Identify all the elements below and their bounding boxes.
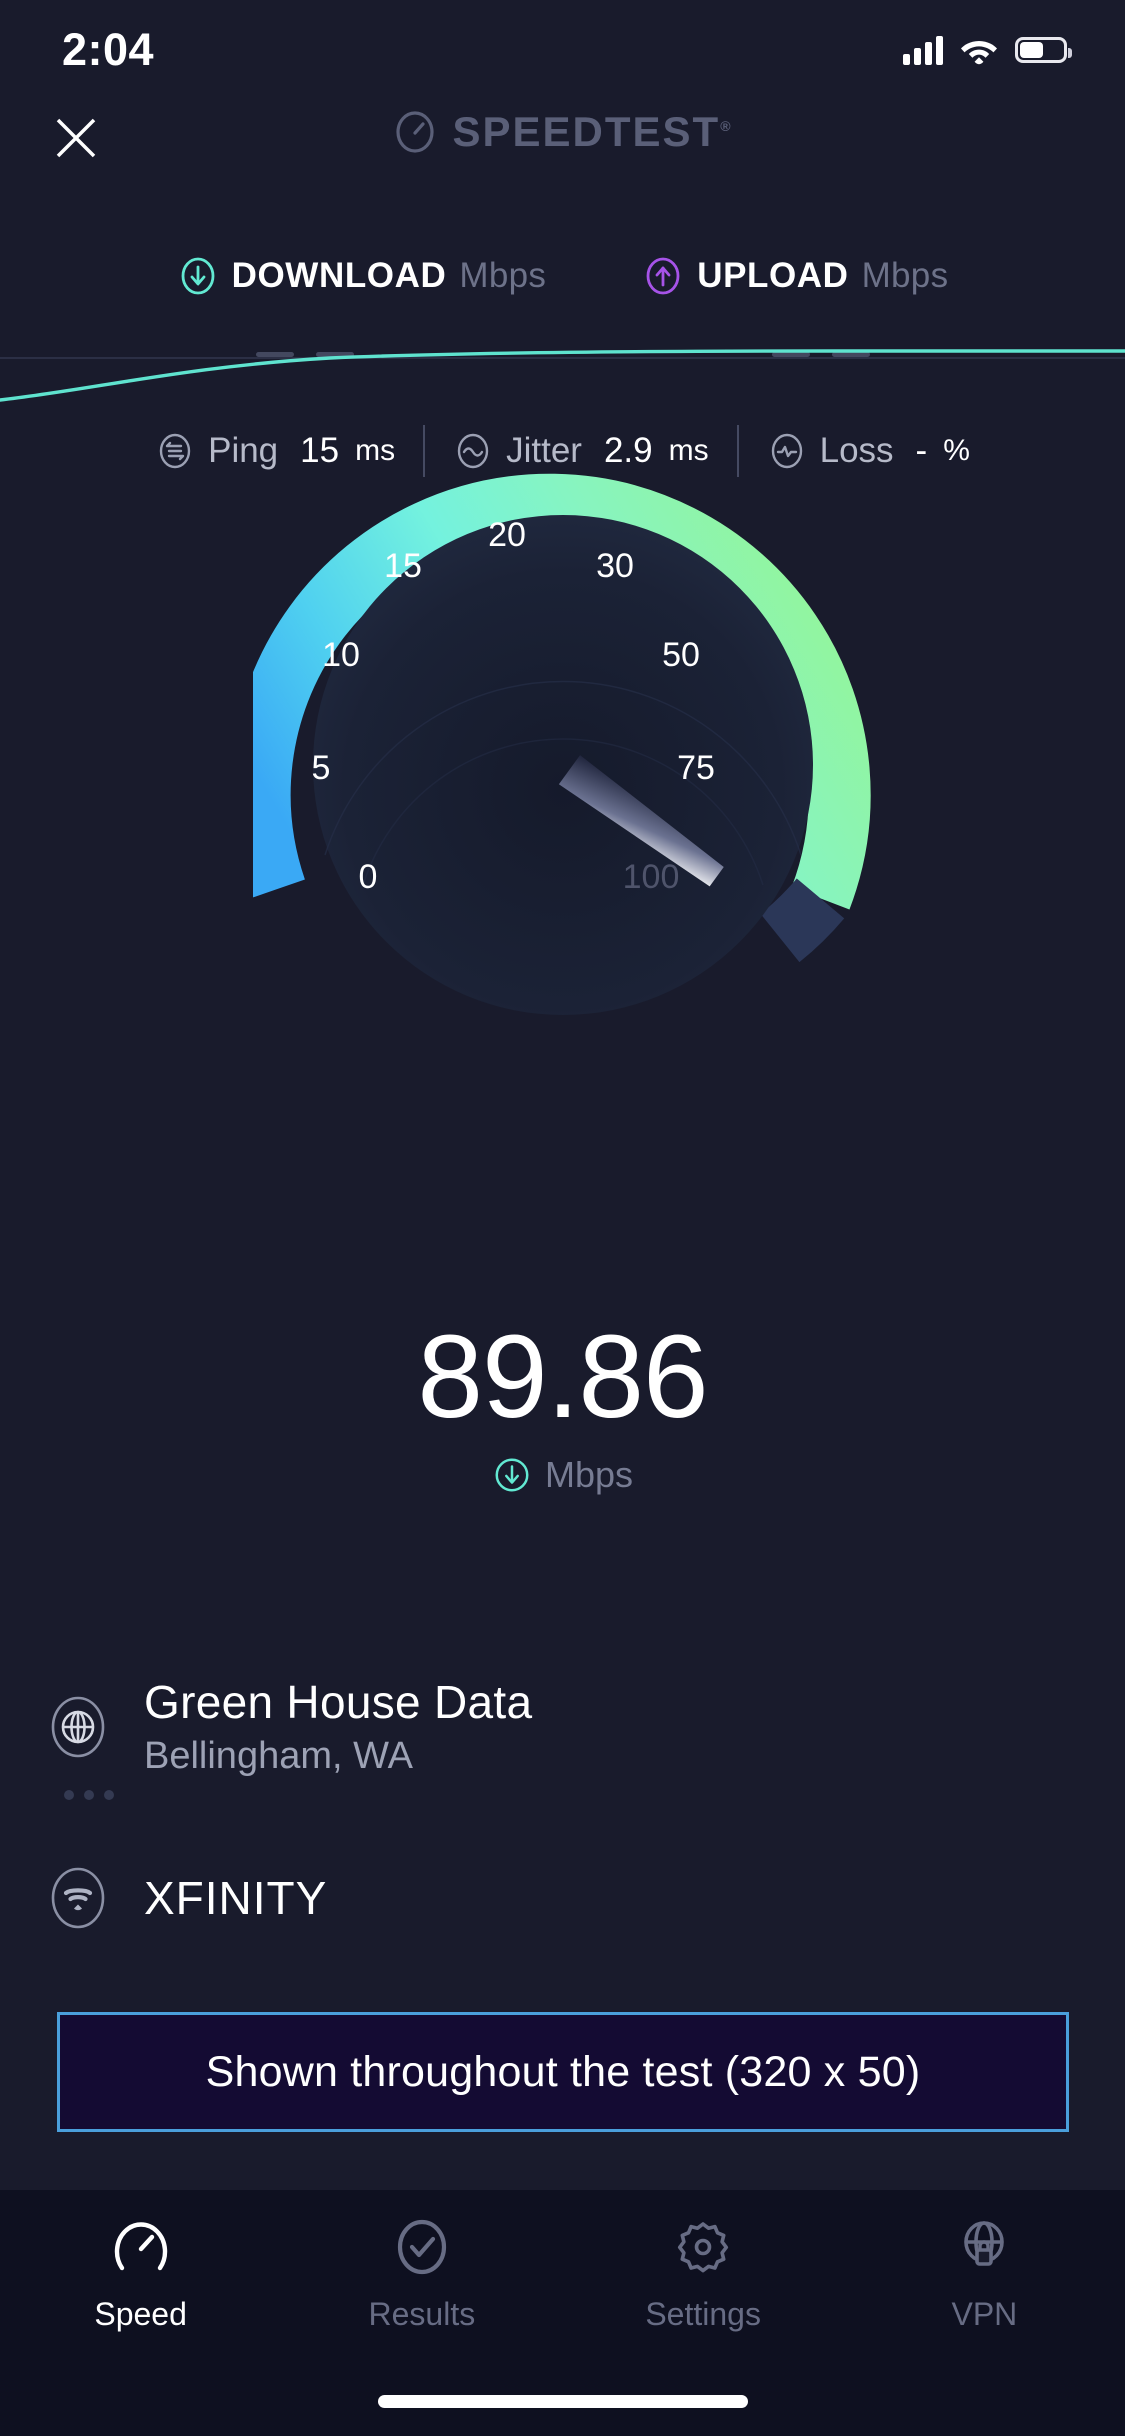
connection-info: Green House Data Bellingham, WA XFINITY [0, 1675, 1125, 1934]
bottom-tab-bar: Speed Results Settings VPN [0, 2190, 1125, 2436]
gear-icon [678, 2222, 729, 2273]
speed-unit-group: Mbps [0, 1454, 1125, 1496]
brand-name: SPEEDTEST [452, 108, 721, 155]
gauge-tick-20: 20 [488, 516, 526, 554]
battery-icon [1015, 37, 1072, 63]
gauge-tick-0: 0 [358, 858, 377, 896]
globe-icon-wrap [42, 1691, 114, 1763]
speedtest-gauge-icon [396, 111, 435, 153]
gauge-color-arc [252, 473, 871, 910]
download-upload-labels: DOWNLOAD Mbps UPLOAD Mbps [0, 255, 1125, 297]
status-bar-time: 2:04 [62, 24, 155, 75]
globe-icon [51, 1696, 105, 1757]
gauge-needle [558, 755, 724, 887]
speed-unit: Mbps [544, 1454, 634, 1495]
download-upload-values [0, 352, 1125, 357]
ping-value: 15 [300, 431, 340, 470]
tab-settings-label: Settings [645, 2296, 761, 2332]
upload-label: UPLOAD [697, 256, 849, 295]
loss-unit: % [943, 434, 970, 467]
wifi-circle-icon-wrap [42, 1862, 114, 1934]
ping-icon [159, 433, 191, 469]
gauge-tick-15: 15 [384, 547, 422, 585]
page-title: SPEEDTEST® [452, 108, 732, 156]
network-metrics-row: Ping 15 ms Jitter 2.9 ms Loss - % [0, 425, 1125, 477]
ping-unit: ms [355, 434, 396, 467]
server-row[interactable]: Green House Data Bellingham, WA [0, 1675, 1125, 1778]
ping-metric: Ping 15 ms [155, 431, 395, 471]
upload-value-placeholder [611, 352, 1031, 357]
jitter-value: 2.9 [603, 431, 653, 470]
tab-speed-label: Speed [94, 2296, 187, 2332]
gauge-tick-100: 100 [622, 858, 679, 896]
server-location: Bellingham, WA [144, 1735, 413, 1777]
isp-name: XFINITY [144, 1872, 328, 1924]
server-name: Green House Data [144, 1676, 533, 1728]
speed-gauge: 0 5 10 15 20 30 50 75 100 [0, 455, 1125, 1015]
loss-label: Loss [819, 431, 894, 470]
home-indicator [377, 2395, 748, 2408]
brand-mark: ® [720, 118, 733, 134]
close-button[interactable] [40, 102, 112, 174]
arrow-up-circle-icon [646, 257, 680, 295]
jitter-metric: Jitter 2.9 ms [453, 431, 709, 471]
ping-label: Ping [208, 431, 279, 470]
download-value-placeholder [95, 352, 515, 357]
gauge-tick-75: 75 [677, 749, 715, 787]
jitter-unit: ms [668, 434, 709, 467]
tab-results-label: Results [368, 2296, 476, 2332]
loss-metric: Loss - % [767, 431, 970, 471]
ad-banner-text: Shown throughout the test (320 x 50) [205, 2047, 921, 2096]
check-circle-icon [397, 2219, 446, 2275]
download-label-group: DOWNLOAD Mbps [177, 255, 547, 297]
server-text-group: Green House Data Bellingham, WA [144, 1675, 532, 1778]
isp-row[interactable]: XFINITY [0, 1862, 1125, 1934]
close-icon [56, 118, 96, 158]
signal-bars-icon [903, 35, 943, 65]
metric-divider-1 [423, 425, 426, 477]
throughput-sparkline [0, 349, 1125, 402]
gauge-tick-50: 50 [662, 636, 700, 674]
brand-logo: SPEEDTEST® [0, 108, 1125, 156]
upload-unit: Mbps [861, 256, 949, 295]
sparkline-path [0, 349, 1125, 402]
wifi-circle-icon [51, 1867, 105, 1929]
tab-vpn[interactable]: VPN [844, 2216, 1125, 2436]
speed-value: 89.86 [417, 1311, 708, 1443]
app-header: SPEEDTEST® [0, 100, 1125, 180]
speedometer-icon [114, 2222, 167, 2271]
arrow-down-circle-icon [181, 257, 215, 295]
tab-results[interactable]: Results [281, 2216, 562, 2436]
gauge-tick-30: 30 [596, 547, 634, 585]
gauge-tick-10: 10 [322, 636, 360, 674]
loss-icon [771, 433, 802, 469]
three-dots-icon[interactable] [64, 1790, 1125, 1800]
arrow-down-circle-icon [495, 1458, 529, 1492]
jitter-icon [457, 433, 489, 469]
download-unit: Mbps [459, 256, 547, 295]
gauge-svg: 0 5 10 15 20 30 50 75 100 [252, 473, 871, 1015]
gauge-remainder-arc [759, 877, 844, 963]
status-bar-indicators [903, 35, 1072, 65]
upload-label-group: UPLOAD Mbps [642, 255, 948, 297]
ad-banner[interactable]: Shown throughout the test (320 x 50) [57, 2012, 1069, 2132]
speed-readout: 89.86 Mbps [0, 1318, 1125, 1496]
tab-speed[interactable]: Speed [0, 2216, 281, 2436]
tab-settings[interactable]: Settings [563, 2216, 844, 2436]
download-label: DOWNLOAD [231, 256, 447, 295]
loss-value: - [915, 431, 928, 470]
globe-lock-icon [964, 2221, 1005, 2266]
gauge-face [312, 515, 813, 1015]
wifi-icon [961, 41, 997, 65]
gauge-tick-5: 5 [311, 749, 330, 787]
metric-divider-2 [736, 425, 739, 477]
status-bar: 2:04 [0, 0, 1125, 100]
jitter-label: Jitter [506, 431, 582, 470]
tab-vpn-label: VPN [951, 2296, 1018, 2332]
